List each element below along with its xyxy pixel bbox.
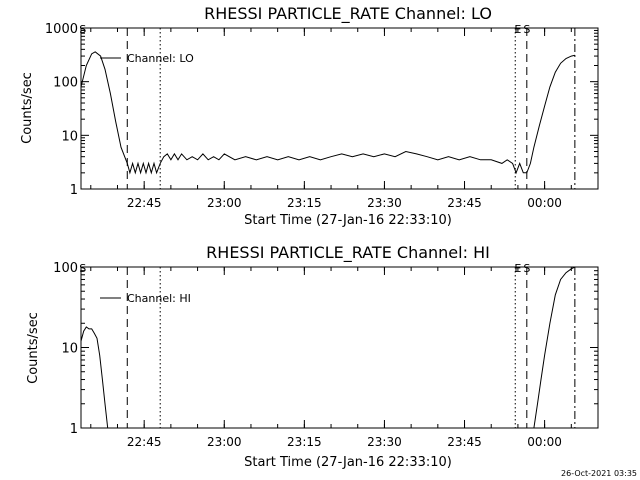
y-tick-label: 100 <box>53 76 78 91</box>
x-axis-label: Start Time (27-Jan-16 22:33:10) <box>244 455 452 470</box>
y-tick-label: 10 <box>61 342 78 357</box>
x-tick-label: 23:45 <box>447 435 482 449</box>
x-tick-label: 23:30 <box>367 196 402 210</box>
panel-lo: RHESSI PARTICLE_RATE Channel: LO Counts/… <box>20 4 599 228</box>
plot-frame <box>80 27 599 190</box>
x-tick-label: 23:00 <box>207 196 242 210</box>
chart-title: RHESSI PARTICLE_RATE Channel: HI <box>206 243 490 263</box>
chart-title: RHESSI PARTICLE_RATE Channel: LO <box>204 4 492 24</box>
series-line <box>533 267 576 428</box>
panel-hi: RHESSI PARTICLE_RATE Channel: HI Counts/… <box>26 243 599 470</box>
x-tick-label: 22:45 <box>127 435 162 449</box>
x-tick-label: 00:00 <box>527 435 562 449</box>
x-tick-label: 00:00 <box>527 196 562 210</box>
event-annotation: S <box>523 262 530 275</box>
y-tick-label: 100 <box>53 261 78 276</box>
y-axis-label: Counts/sec <box>20 72 35 144</box>
legend-entry: Channel: LO <box>127 52 194 65</box>
x-tick-label: 23:15 <box>287 435 322 449</box>
event-annotation: E <box>514 262 521 275</box>
x-tick-label: 23:45 <box>447 196 482 210</box>
y-tick-label: 10 <box>61 129 78 144</box>
series-line <box>81 51 576 175</box>
y-tick-label: 1 <box>70 422 78 437</box>
x-axis-label: Start Time (27-Jan-16 22:33:10) <box>244 213 452 228</box>
legend-entry: Channel: HI <box>127 292 191 305</box>
x-tick-label: 23:15 <box>287 196 322 210</box>
x-tick-label: 22:45 <box>127 196 162 210</box>
event-annotation: S <box>79 262 86 275</box>
y-tick-label: 1 <box>70 183 78 198</box>
x-tick-label: 23:00 <box>207 435 242 449</box>
event-annotation: S <box>79 23 86 36</box>
series-line <box>81 326 109 428</box>
event-annotation: E <box>514 23 521 36</box>
x-tick-label: 23:30 <box>367 435 402 449</box>
y-axis-label: Counts/sec <box>26 312 41 384</box>
y-tick-label: 1000 <box>45 22 78 37</box>
timestamp: 26-Oct-2021 03:35 <box>561 469 637 478</box>
event-annotation: S <box>523 23 530 36</box>
